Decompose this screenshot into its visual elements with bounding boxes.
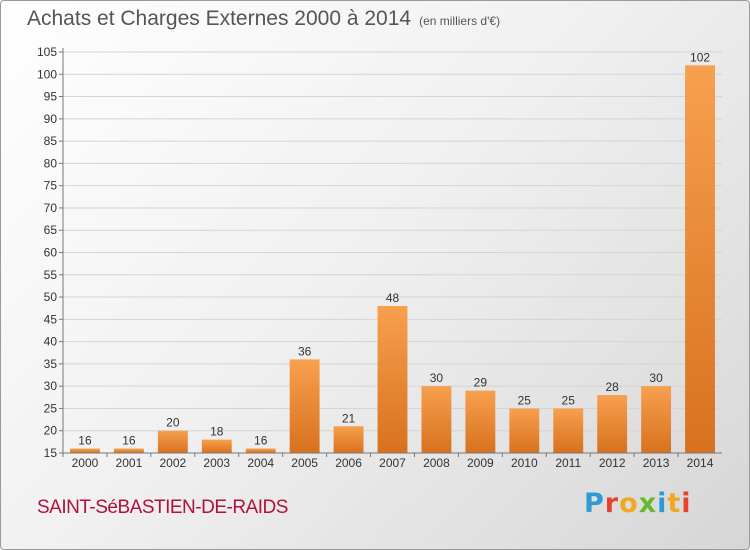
y-tick-label: 70 <box>44 201 58 215</box>
data-label: 48 <box>386 291 400 305</box>
logo-letter: P <box>584 488 605 519</box>
commune-name: SAINT-SéBASTIEN-DE-RAIDS <box>37 497 288 518</box>
data-label: 29 <box>474 376 488 390</box>
y-tick-label: 50 <box>44 290 58 304</box>
bar <box>245 448 276 453</box>
data-label: 102 <box>690 50 710 64</box>
data-label: 25 <box>562 393 576 407</box>
bar <box>157 430 188 453</box>
x-tick-label: 2012 <box>599 456 626 470</box>
data-label: 28 <box>605 380 619 394</box>
logo-letter: x <box>638 488 658 519</box>
x-tick-label: 2013 <box>643 456 670 470</box>
proxiti-logo: Proxiti <box>584 488 692 519</box>
data-label: 20 <box>166 416 180 430</box>
y-tick-label: 20 <box>44 424 58 438</box>
data-label: 25 <box>518 393 532 407</box>
x-tick-label: 2000 <box>72 456 99 470</box>
data-label: 30 <box>649 371 663 385</box>
chart-title: Achats et Charges Externes 2000 à 2014 (e… <box>27 7 500 31</box>
axes: 15 20 25 30 35 40 45 50 55 60 65 70 75 80 85 90 95 100 105… <box>37 45 722 470</box>
y-tick-label: 105 <box>37 45 57 59</box>
x-tick-label: 2002 <box>159 456 186 470</box>
y-tick-label: 95 <box>44 90 58 104</box>
x-tick-label: 2010 <box>511 456 538 470</box>
logo-letter: o <box>619 488 639 519</box>
y-tick-label: 75 <box>44 179 58 193</box>
bar-labels: 16 16 20 18 16 36 21 48 30 29 25 25 28 30 102 <box>78 50 710 447</box>
y-tick-label: 65 <box>44 223 58 237</box>
chart-unit: (en milliers d'€) <box>419 14 501 28</box>
data-label: 21 <box>342 411 356 425</box>
bar <box>465 390 496 453</box>
bar <box>685 65 715 453</box>
y-tick-label: 60 <box>44 246 58 260</box>
chart-title-text: Achats et Charges Externes 2000 à 2014 <box>27 7 412 30</box>
data-label: 36 <box>298 344 312 358</box>
y-tick-label: 85 <box>44 134 58 148</box>
logo-letter: t <box>667 488 682 519</box>
data-label: 16 <box>78 434 92 448</box>
logo-letter: i <box>657 488 668 519</box>
y-tick-label: 40 <box>44 335 58 349</box>
x-tick-label: 2004 <box>247 456 274 470</box>
bar <box>333 426 364 453</box>
y-tick-label: 55 <box>44 268 58 282</box>
logo-letter: r <box>604 488 620 519</box>
y-tick-label: 35 <box>44 357 58 371</box>
y-tick-label: 30 <box>44 379 58 393</box>
bar <box>597 395 628 453</box>
bar <box>377 305 408 453</box>
y-tick-label: 45 <box>44 312 58 326</box>
x-tick-label: 2011 <box>555 456 581 470</box>
x-tick-label: 2007 <box>379 456 406 470</box>
bar <box>289 359 320 453</box>
y-tick-label: 15 <box>44 446 58 460</box>
y-tick-label: 25 <box>44 401 58 415</box>
bar <box>421 386 452 453</box>
x-tick-label: 2009 <box>467 456 494 470</box>
x-tick-label: 2005 <box>291 456 318 470</box>
x-tick-label: 2001 <box>116 456 143 470</box>
bar <box>509 408 540 453</box>
data-label: 18 <box>210 425 224 439</box>
y-tick-label: 80 <box>44 156 58 170</box>
x-tick-label: 2008 <box>423 456 450 470</box>
logo-letter: i <box>681 488 692 519</box>
x-tick-label: 2014 <box>687 456 714 470</box>
y-tick-label: 100 <box>37 67 57 81</box>
y-tick-label: 90 <box>44 112 58 126</box>
bar <box>70 448 100 453</box>
bars <box>70 65 715 453</box>
data-label: 30 <box>430 371 444 385</box>
x-tick-label: 2006 <box>335 456 362 470</box>
bar <box>641 386 672 453</box>
x-tick-label: 2003 <box>203 456 230 470</box>
bar <box>553 408 584 453</box>
bar <box>201 439 232 453</box>
data-label: 16 <box>122 434 136 448</box>
bar <box>113 448 144 453</box>
data-label: 16 <box>254 434 268 448</box>
